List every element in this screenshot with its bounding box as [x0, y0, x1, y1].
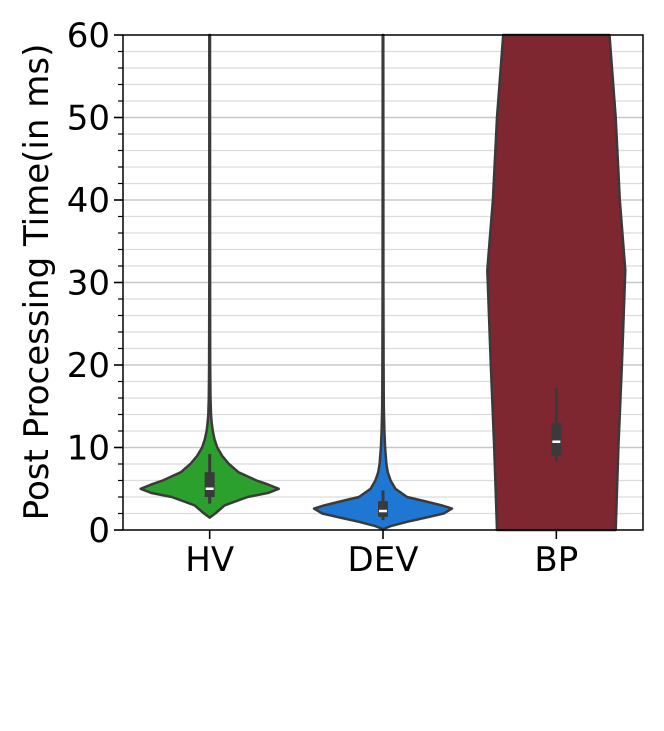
x-axis-ticks: HV DEV BP [185, 530, 578, 580]
y-tick-label: 0 [88, 511, 110, 551]
iqr-box [551, 422, 562, 456]
x-tick-label: DEV [348, 540, 419, 580]
x-tick-label: HV [185, 540, 234, 580]
y-tick-label: 60 [67, 16, 110, 56]
iqr-box [204, 472, 215, 497]
x-tick-label: BP [534, 540, 578, 580]
y-axis-ticks: 0 10 20 30 40 50 60 [67, 16, 123, 551]
iqr-box [378, 501, 388, 517]
y-tick-label: 40 [67, 181, 110, 221]
violin-bp [486, 33, 627, 532]
y-tick-label: 50 [67, 99, 110, 139]
y-tick-label: 30 [67, 264, 110, 304]
y-tick-label: 10 [67, 429, 110, 469]
y-tick-label: 20 [67, 346, 110, 386]
y-axis-label: Post Processing Time(in ms) [17, 44, 57, 521]
